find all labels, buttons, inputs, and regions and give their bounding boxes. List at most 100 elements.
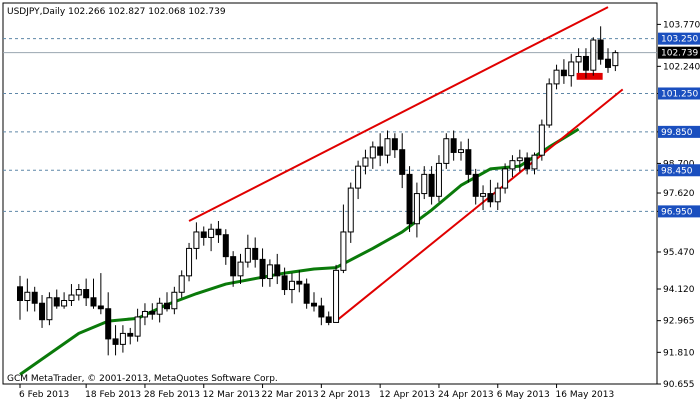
candle-body: [340, 231, 347, 271]
candle-body: [259, 258, 266, 280]
level-box-label: 96.950: [661, 207, 693, 217]
candle-body: [208, 228, 215, 238]
candle-body: [61, 300, 68, 307]
time-axis: 6 Feb 2013 18 Feb 2013 28 Feb 2013 12 Mar 2…: [19, 384, 614, 400]
candle-body: [465, 149, 472, 175]
candle-body: [164, 302, 170, 310]
candle-body: [24, 291, 31, 302]
candle-body: [325, 316, 332, 323]
candle-body: [560, 69, 567, 77]
level-box-label: 98.450: [661, 166, 693, 176]
y-tick-label: 97.620: [663, 189, 695, 199]
candle-body: [377, 146, 384, 156]
candle-body: [524, 157, 531, 170]
candle-body: [590, 39, 597, 71]
candle-body: [266, 264, 273, 280]
candle-body: [105, 308, 112, 340]
candle-body: [222, 234, 229, 258]
candle-body: [215, 228, 222, 236]
x-tick-label: 12 Mar 2013: [203, 390, 260, 400]
x-tick-label: 2 Apr 2013: [320, 390, 370, 400]
x-tick-label: 16 May 2013: [556, 390, 615, 400]
candle-body: [553, 69, 560, 85]
candle-body: [318, 305, 325, 318]
level-box: [658, 164, 700, 177]
candle-body: [362, 157, 369, 167]
trendline: [335, 88, 624, 322]
candle-body: [568, 61, 575, 77]
candle-body: [156, 302, 163, 315]
candle-body: [303, 283, 310, 304]
plot-frame: [2, 2, 658, 385]
level-box: [658, 32, 700, 45]
marker-zone: [576, 72, 603, 80]
candle-body: [369, 146, 376, 159]
candle-body: [399, 149, 406, 175]
candle-body: [333, 269, 340, 323]
candle-body: [296, 280, 303, 285]
candle-body: [75, 289, 82, 296]
candle-body: [134, 316, 141, 337]
candle-body: [575, 55, 582, 63]
candle-body: [582, 55, 589, 71]
candle-body: [252, 247, 259, 260]
candle-body: [458, 149, 464, 153]
candle-body: [487, 193, 494, 203]
candle-body: [494, 187, 501, 203]
y-tick-label: 91.810: [663, 348, 695, 358]
candle-body: [46, 297, 53, 321]
x-tick-label: 28 Feb 2013: [144, 390, 200, 400]
candle-body: [355, 165, 362, 189]
y-tick-label: 94.120: [663, 285, 695, 295]
candle-body: [421, 173, 428, 195]
candle-body: [149, 310, 156, 315]
candle-body: [141, 310, 148, 318]
candle-body: [53, 297, 60, 307]
level-box: [658, 125, 700, 138]
level-lines: [3, 38, 657, 212]
candle-body: [244, 247, 251, 263]
candle-body: [413, 193, 420, 225]
candle-body: [186, 247, 193, 277]
candle-body: [612, 52, 619, 67]
candle-body: [311, 302, 317, 307]
current-price-label: 102.739: [661, 49, 698, 59]
trendline: [188, 6, 609, 222]
level-box-label: 99.850: [661, 128, 693, 138]
candle-body: [480, 193, 487, 197]
x-tick-label: 22 Mar 2013: [262, 390, 319, 400]
level-box-label: 103.250: [661, 35, 698, 45]
x-tick-label: 18 Feb 2013: [85, 390, 141, 400]
candle-body: [68, 294, 75, 302]
candle-body: [237, 261, 244, 277]
candle-body: [171, 291, 178, 310]
price-axis: 103.770102.240101.25099.85098.70098.4509…: [657, 20, 700, 390]
candle-body: [17, 286, 23, 302]
candle-body: [428, 173, 435, 197]
candle-body: [83, 289, 90, 299]
candle-body: [193, 231, 200, 249]
x-tick-label: 6 Feb 2013: [19, 390, 69, 400]
candle-body: [546, 83, 553, 126]
x-tick-label: 24 Apr 2013: [438, 390, 494, 400]
candle-body: [605, 58, 611, 68]
candle-body: [538, 124, 545, 156]
candle-body: [230, 256, 237, 277]
y-tick-label: 95.470: [663, 248, 695, 258]
candle-body: [516, 157, 523, 162]
candle-body: [31, 291, 38, 304]
candle-body: [200, 231, 207, 238]
candle-body: [384, 138, 391, 156]
candle-body: [119, 332, 126, 345]
candle-body: [509, 160, 516, 170]
candle-body: [178, 275, 185, 293]
candle-body: [443, 138, 450, 164]
candle-body: [450, 138, 457, 153]
candle-body: [531, 154, 538, 170]
candle-body: [288, 280, 295, 291]
candle-body: [502, 168, 509, 189]
candle-body: [435, 162, 442, 197]
x-tick-label: 6 May 2013: [497, 390, 550, 400]
candle-body: [597, 39, 604, 60]
